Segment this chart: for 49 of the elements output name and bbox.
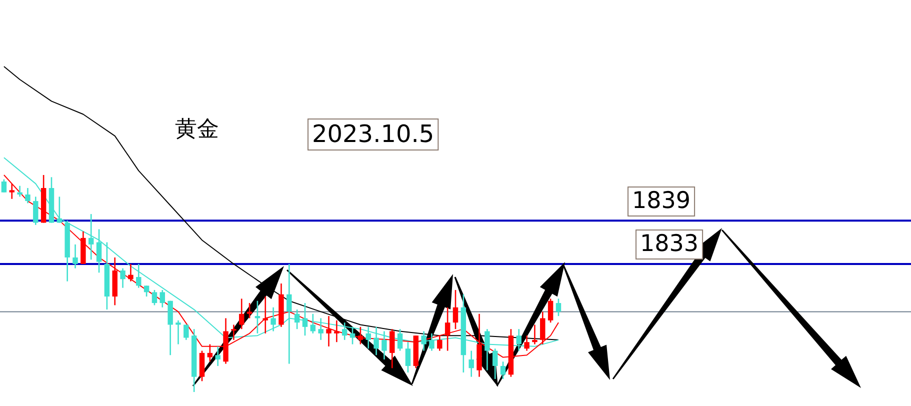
candlestick bbox=[72, 244, 78, 269]
candlestick bbox=[168, 300, 173, 356]
candlestick bbox=[239, 298, 244, 330]
candlestick bbox=[492, 348, 498, 380]
candlestick bbox=[468, 350, 474, 378]
candlestick bbox=[326, 315, 332, 348]
candlestick bbox=[136, 263, 142, 288]
candlestick bbox=[184, 324, 189, 341]
candlestick bbox=[128, 263, 134, 282]
candlestick bbox=[9, 183, 14, 200]
candlestick bbox=[160, 289, 166, 308]
candlestick bbox=[342, 322, 348, 341]
candlestick bbox=[199, 350, 205, 382]
candlestick bbox=[96, 228, 102, 274]
candlestick bbox=[334, 320, 340, 343]
candlestick bbox=[358, 326, 364, 345]
candlestick bbox=[1, 178, 7, 194]
candlestick bbox=[302, 302, 308, 336]
candlestick bbox=[215, 346, 220, 367]
candlestick bbox=[318, 318, 324, 341]
candlestick bbox=[176, 320, 181, 345]
candlestick bbox=[262, 296, 268, 334]
candlestick bbox=[17, 185, 22, 198]
annotation: 1833 bbox=[640, 231, 699, 257]
annotation: 1839 bbox=[632, 188, 691, 214]
candlestick bbox=[310, 313, 316, 334]
annotation: 1839 bbox=[628, 186, 696, 216]
chart-title: 黄金 bbox=[175, 117, 219, 142]
candlestick bbox=[532, 324, 538, 345]
candlestick bbox=[294, 308, 300, 330]
annotation: 1833 bbox=[636, 230, 704, 260]
candlestick bbox=[25, 187, 30, 204]
candlestick bbox=[144, 285, 150, 298]
candlestick bbox=[556, 298, 562, 317]
candlestick bbox=[444, 306, 450, 352]
candlestick bbox=[452, 289, 458, 330]
candlestick bbox=[270, 306, 276, 332]
candlestick bbox=[152, 289, 158, 306]
candlestick bbox=[33, 196, 38, 226]
candlestick bbox=[540, 311, 546, 345]
candlestick bbox=[246, 302, 252, 319]
candlestick bbox=[231, 324, 236, 341]
candlestick bbox=[500, 360, 506, 380]
annotation: 2023.10.5 bbox=[308, 118, 439, 150]
candlestick bbox=[524, 334, 530, 352]
candlestick bbox=[437, 334, 442, 352]
candlestick bbox=[548, 298, 554, 324]
candlestick bbox=[120, 268, 126, 288]
candlestick bbox=[88, 213, 94, 260]
